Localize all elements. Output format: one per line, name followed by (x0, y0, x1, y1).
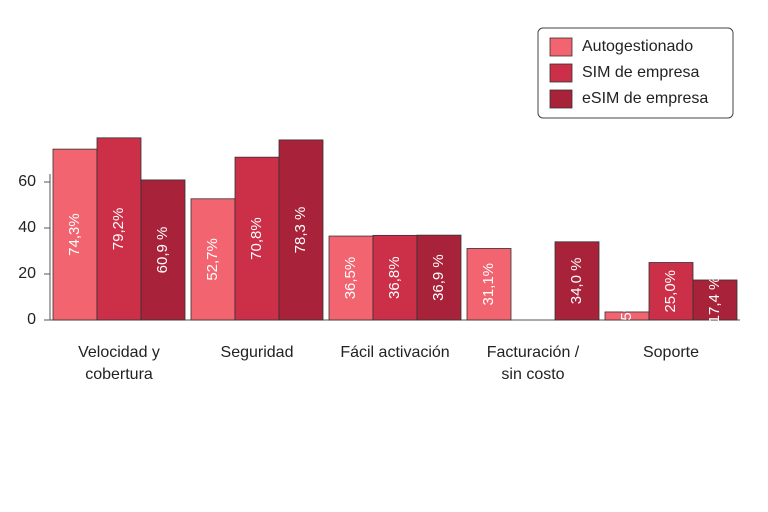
y-tick-label: 60 (18, 173, 36, 190)
data-label: 36,5% (342, 257, 359, 300)
data-label: 78,3 % (292, 207, 309, 254)
bar (554, 241, 600, 321)
data-label: 60,9 % (154, 227, 171, 274)
data-label: 52,7% (204, 238, 221, 281)
bar (328, 235, 374, 321)
data-label: 17,4 % (706, 277, 723, 324)
bar (692, 279, 738, 321)
legend-label: eSIM de empresa (582, 90, 708, 107)
data-label: 70,8% (248, 217, 265, 260)
data-label: 74,3% (66, 213, 83, 256)
data-label: 31,1% (480, 263, 497, 306)
x-tick-label: Fácil activación (340, 344, 450, 361)
data-label: 36,9 % (430, 254, 447, 301)
bar (416, 234, 462, 321)
legend-swatch (549, 63, 573, 83)
legend-box (537, 27, 734, 119)
bar (466, 248, 512, 321)
legend-label: SIM de empresa (582, 64, 699, 81)
data-label: 36,8% (386, 256, 403, 299)
legend-label: Autogestionado (582, 38, 693, 55)
bar (140, 179, 186, 321)
bar (372, 234, 418, 321)
legend-swatch (549, 89, 573, 109)
data-label: 34,0 % (568, 258, 585, 305)
bar (234, 156, 280, 321)
bar (190, 198, 236, 321)
x-tick-label: Facturación / sin costo (486, 344, 580, 383)
bar (278, 139, 324, 321)
y-tick-label: 0 (27, 311, 36, 328)
x-tick-label: Soporte (642, 344, 700, 361)
bar (648, 262, 694, 321)
x-tick-label: Velocidad y cobertura (78, 344, 160, 383)
bar (52, 148, 98, 321)
x-tick-label: Seguridad (220, 344, 294, 361)
data-label: 25,0% (662, 270, 679, 313)
legend-swatch (549, 37, 573, 57)
data-label: 3,5% (618, 299, 635, 333)
y-tick-label: 40 (18, 219, 36, 236)
data-label: 79,2% (110, 208, 127, 251)
y-tick-label: 20 (18, 265, 36, 282)
